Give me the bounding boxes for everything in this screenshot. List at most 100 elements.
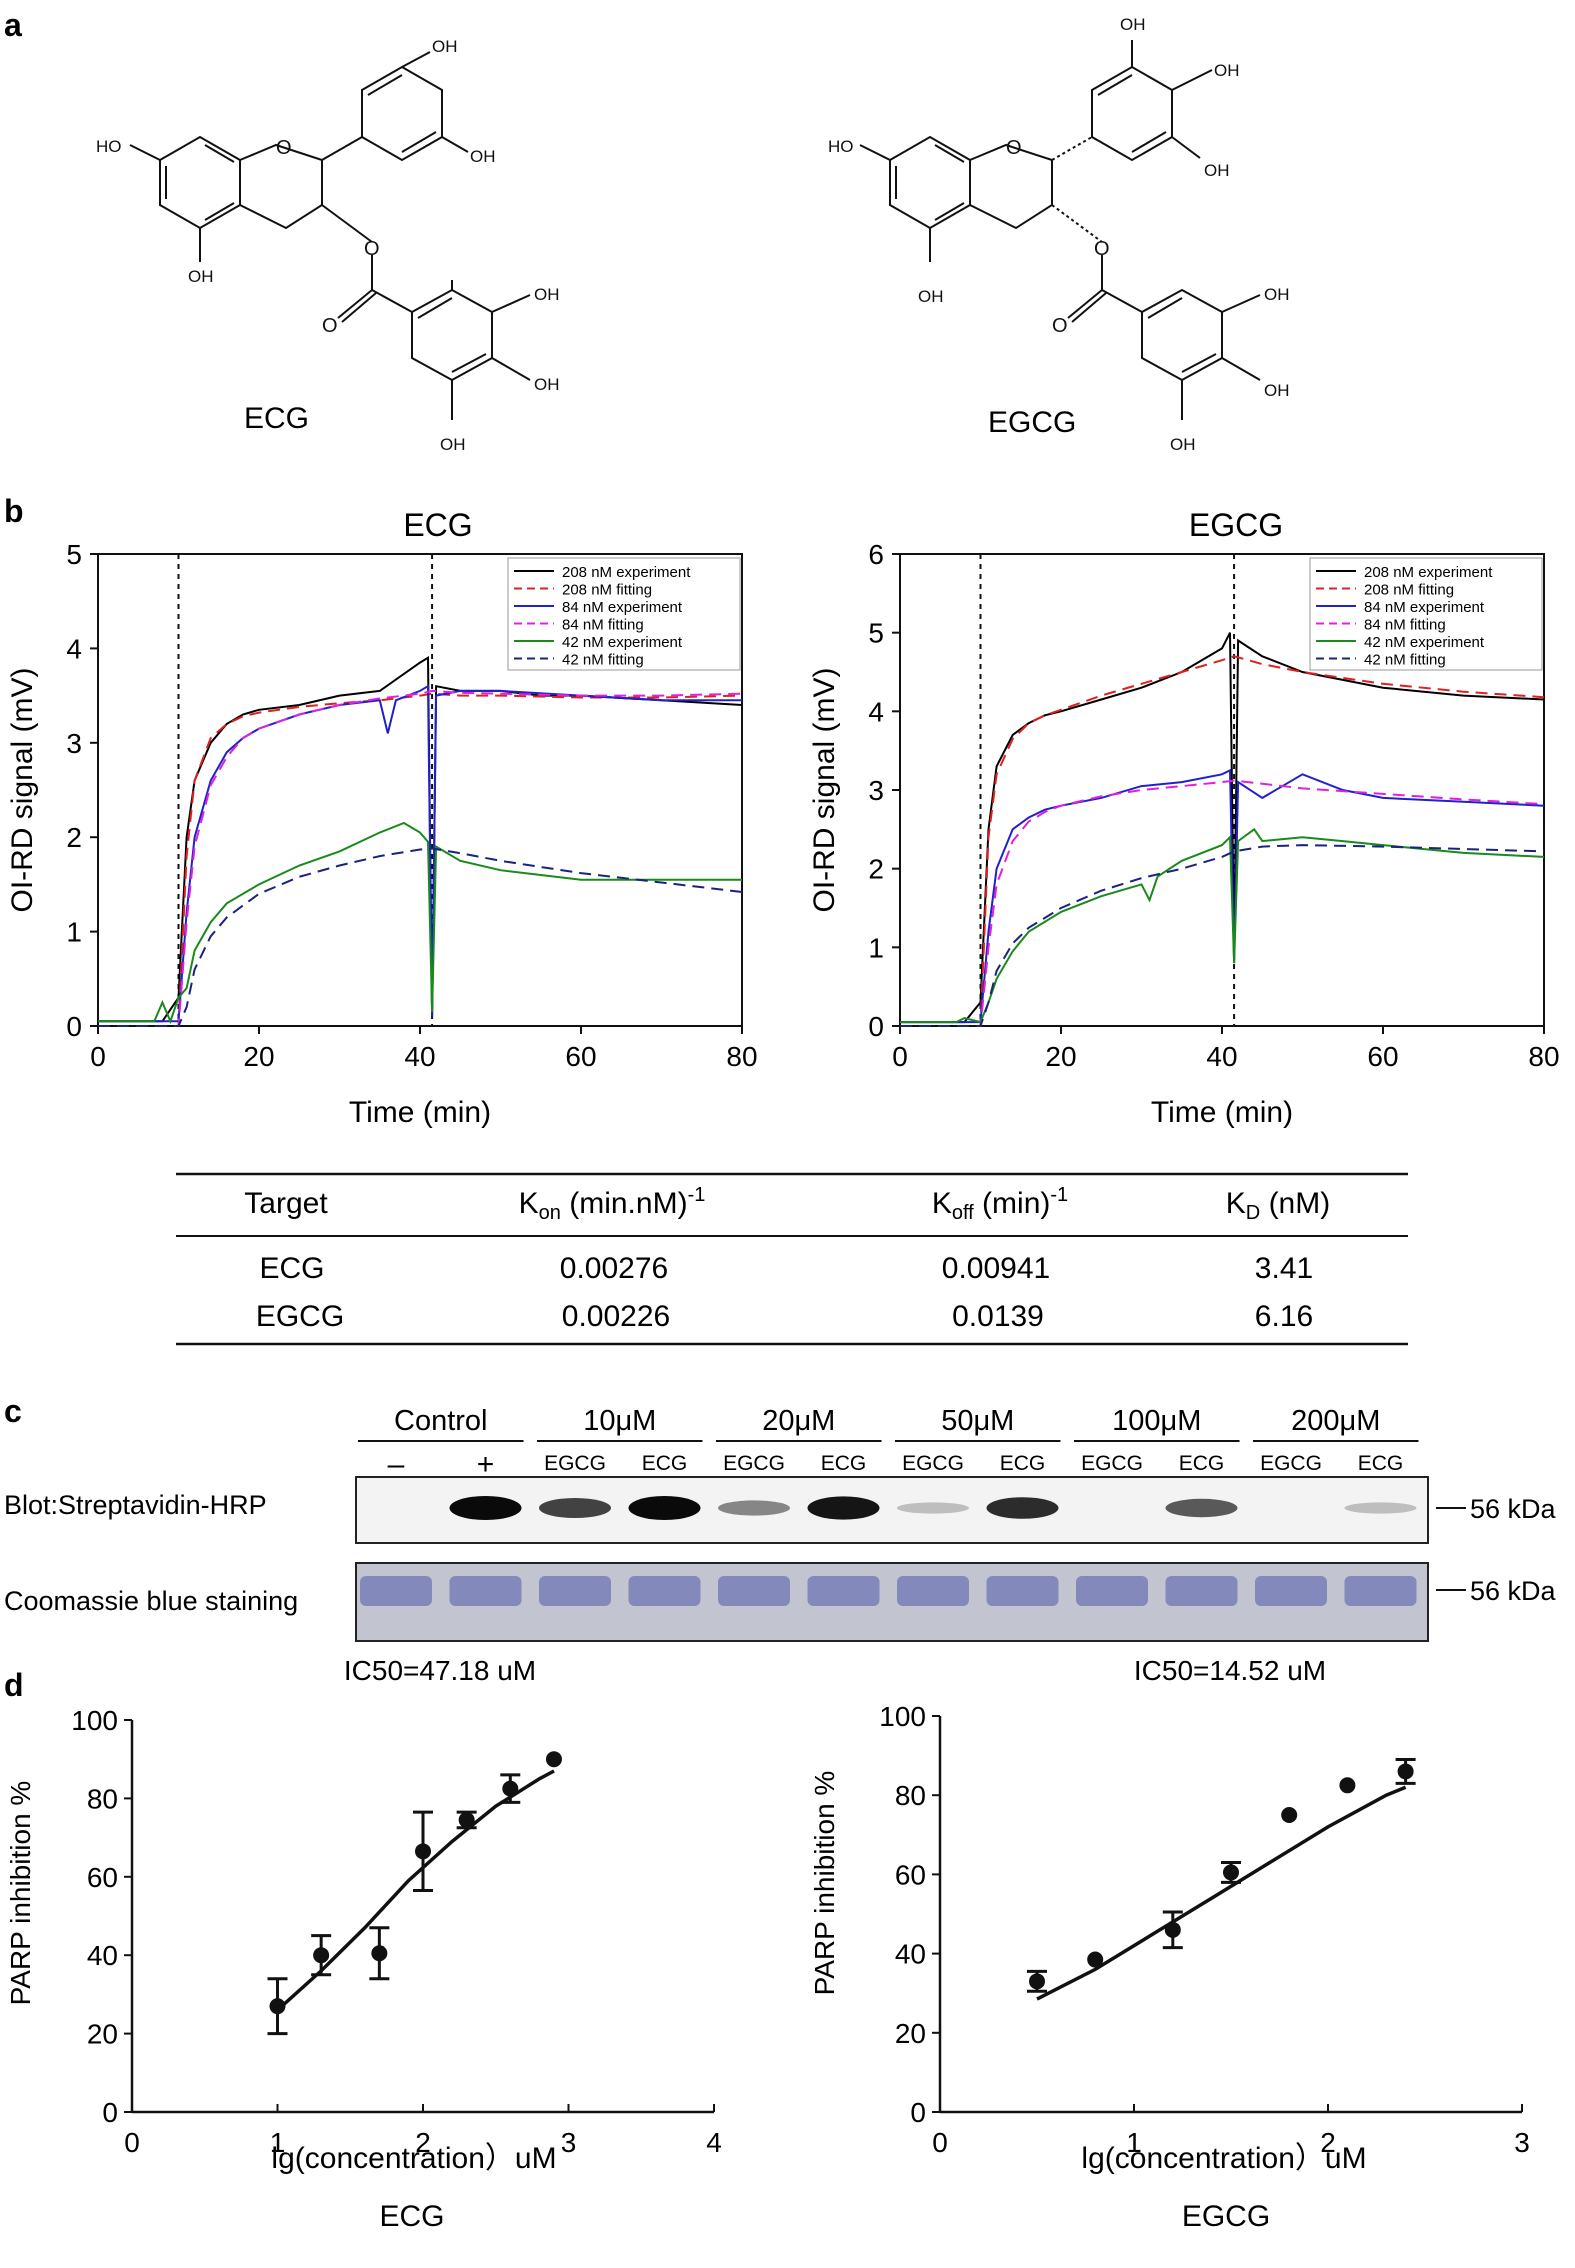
coomassie-band [539, 1576, 611, 1606]
table-cell: EGCG [256, 1300, 344, 1333]
series-line [98, 847, 743, 1027]
legend-label: 84 nM fitting [1364, 617, 1446, 634]
x-tick-label: 3 [1514, 2127, 1530, 2158]
y-tick-label: 5 [66, 539, 82, 570]
ecg-molecule-name: ECG [244, 402, 309, 435]
blot-lane-label: ECG [1358, 1452, 1404, 1475]
egcg-oird-ylabel: OI-RD signal (mV) [808, 667, 841, 912]
y-tick-label: 0 [868, 1011, 884, 1042]
data-point [1223, 1864, 1239, 1881]
data-point [1281, 1807, 1298, 1823]
egcg-bond [1147, 297, 1183, 319]
egcg-structure [859, 40, 1261, 420]
y-tick-label: 80 [87, 1783, 118, 1814]
blot-lane-label: ECG [1000, 1452, 1046, 1475]
y-tick-label: 6 [868, 539, 884, 570]
legend-label: 42 nM experiment [562, 634, 683, 651]
data-point [1029, 1973, 1045, 1990]
egcg-oh-label: HO [828, 137, 854, 156]
legend-label: 42 nM fitting [562, 652, 644, 669]
ecg-carbonyl-oxygen: O [322, 315, 338, 337]
data-point [1164, 1921, 1181, 1938]
egcg-bond [1067, 289, 1103, 319]
egcg-bond [1071, 292, 1107, 323]
ecg-oh-label: HO [96, 137, 122, 156]
egcg-oh-label: OH [1204, 161, 1230, 180]
series-line [900, 655, 1545, 1027]
legend-label: 84 nM experiment [1364, 599, 1485, 616]
y-tick-label: 5 [868, 618, 884, 649]
ecg-bond [451, 353, 487, 373]
coomassie-band [986, 1576, 1059, 1606]
blot-group-label: Control [394, 1405, 488, 1437]
blot-lane-label: + [477, 1448, 495, 1481]
hrp-band [807, 1496, 880, 1520]
egcg-oird-title: EGCG [1189, 507, 1283, 543]
series-line [900, 768, 1545, 1024]
egcg-ring-oxygen: O [1006, 137, 1022, 159]
egcg-oird-chart: EGCG 0 20 40 60 80 0 1 2 3 4 5 6 208 nM experiment2… [808, 507, 1560, 1129]
data-point [1087, 1951, 1104, 1968]
coomassie-band [628, 1576, 701, 1606]
legend-label: 42 nM experiment [1364, 634, 1485, 651]
blot-group-label: 10μM [583, 1405, 656, 1437]
egcg-bond [1221, 357, 1261, 381]
ecg-bond [367, 74, 403, 96]
y-tick-label: 0 [66, 1011, 82, 1042]
blot-lane-label: ECG [1179, 1452, 1225, 1475]
coomassie-band [807, 1576, 880, 1606]
y-tick-label: 80 [895, 1780, 926, 1811]
table-cell: 0.00276 [560, 1252, 668, 1285]
y-tick-label: 1 [868, 932, 884, 963]
egcg-bond [859, 144, 891, 161]
panel-c-letter: c [4, 1393, 22, 1429]
egcg-oird-axes: 0 20 40 60 80 0 1 2 3 4 5 6 [868, 539, 1559, 1072]
ecg-oird-series [98, 656, 743, 1027]
table-cell: ECG [259, 1252, 324, 1285]
data-point [502, 1780, 519, 1797]
egcg-bond [934, 144, 965, 163]
y-tick-label: 20 [87, 2019, 118, 2050]
coomassie-band [718, 1576, 790, 1606]
egcg-ring-c [969, 143, 1053, 230]
y-tick-label: 0 [910, 2097, 926, 2128]
ecg-oird-axes: 0 20 40 60 80 0 1 2 3 4 5 [66, 539, 757, 1072]
ecg-ic50-xlabel: lg(concentration）uM [271, 2142, 556, 2175]
x-tick-label: 40 [404, 1041, 435, 1072]
y-tick-label: 4 [868, 696, 884, 727]
data-point [313, 1947, 330, 1964]
blot-lane-label: ECG [642, 1452, 688, 1475]
blot-bands [360, 1496, 1417, 1606]
egcg-ic50-axes: 0 1 2 3 0 20 40 60 80 100 [879, 1701, 1530, 2158]
egcg-oh-label: OH [1214, 61, 1240, 80]
legend-label: 208 nM fitting [1364, 582, 1454, 599]
x-tick-label: 80 [1528, 1041, 1559, 1072]
data-point [269, 1998, 286, 2015]
ecg-oird-chart: ECG 0 20 40 60 80 0 1 2 3 4 5 208 nM experiment208… [6, 507, 758, 1129]
ecg-structure [129, 51, 531, 420]
egcg-oird-injection-lines [979, 554, 1236, 1026]
ecg-ic50-ylabel: PARP inhibition % [5, 1781, 36, 2006]
egcg-ic50-caption: EGCG [1182, 2200, 1270, 2233]
x-tick-label: 20 [1045, 1041, 1076, 1072]
blot-lane-label: – [388, 1448, 405, 1481]
x-tick-label: 60 [565, 1041, 596, 1072]
egcg-oh-label: OH [1170, 435, 1196, 454]
series-line [98, 689, 743, 1027]
marker-label-coomassie: 56 kDa [1470, 1576, 1557, 1606]
data-point [415, 1843, 431, 1860]
ecg-bond [401, 131, 437, 153]
x-tick-label: 1 [1126, 2127, 1142, 2158]
ecg-oird-ylabel: OI-RD signal (mV) [6, 667, 39, 912]
x-tick-label: 80 [726, 1041, 757, 1072]
egcg-bond [1221, 294, 1261, 313]
ecg-bond [441, 136, 469, 153]
blot-panel: Control – +10μM EGCG ECG 20μM EGCG ECG 50μM EGCG E… [4, 1405, 1557, 1642]
ecg-oh-label: OH [440, 435, 466, 454]
blot-hrp-membrane [355, 1476, 1429, 1544]
egcg-bond [934, 202, 965, 221]
